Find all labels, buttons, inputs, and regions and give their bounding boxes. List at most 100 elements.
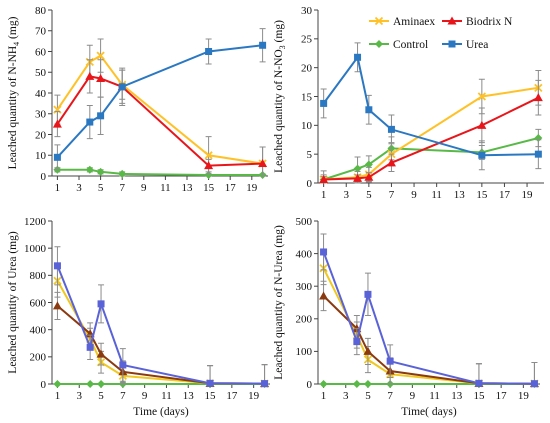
panel-bottom-right-control-point — [352, 380, 361, 388]
panel-top-right-x-tick-label: 7 — [389, 189, 395, 201]
panel-bottom-right-aminaex-series — [319, 251, 539, 388]
panel-top-left-urea-point — [97, 112, 105, 120]
legend-item-biodrix-n: Biodrix N — [442, 16, 513, 28]
panel-top-left-x-tick-label: 11 — [160, 182, 171, 194]
panel-bottom-right-urea-point — [475, 379, 483, 387]
legend-item-aminaex: Aminaex — [369, 16, 435, 28]
panel-top-right-x-tick-label: 9 — [411, 189, 417, 201]
panel-top-right-urea-point — [354, 53, 362, 61]
panel-bottom-left-x-tick-label: 19 — [248, 390, 260, 402]
panel-top-left-urea-point — [86, 118, 94, 126]
panel-bottom-right-urea-point — [320, 248, 328, 256]
panel-top-left-x-tick-label: 5 — [98, 182, 104, 194]
panel-bottom-left-x-tick-label: 1 — [55, 390, 61, 402]
legend-label: Biodrix N — [466, 16, 513, 28]
legend-swatch-marker — [448, 40, 456, 48]
panel-top-right-y-tick-label: 0 — [307, 178, 313, 190]
panel-bottom-right-control-point — [319, 380, 328, 388]
panel-bottom-left-x-tick-label: 17 — [226, 390, 238, 402]
panel-top-left-biodrix-n-line — [56, 75, 263, 167]
panel-bottom-right-urea-point — [353, 338, 361, 346]
panel-bottom-left-y-tick-label: 600 — [30, 297, 47, 309]
legend-swatch-marker — [374, 16, 384, 26]
panel-bottom-left-y-tick-label: 1000 — [24, 243, 47, 255]
panel-top-left-urea-point — [205, 48, 213, 55]
panel-top-right-aminaex-line — [323, 86, 539, 181]
panel-top-left-y-tick-label: 50 — [35, 67, 47, 79]
panel-bottom-left-control-point — [86, 380, 95, 388]
panel-bottom-left-x-tick-label: 3 — [77, 390, 83, 402]
legend-label: Urea — [466, 39, 488, 51]
panel-top-right-biodrix-n-point — [533, 93, 543, 102]
panel-bottom-left-y-tick-label: 0 — [41, 379, 47, 391]
panel-bottom-right-y-tick-label: 500 — [296, 216, 313, 228]
panel-top-right-urea-point — [387, 125, 395, 133]
panel-bottom-right-urea-point — [386, 357, 394, 365]
panel-top-right-x-tick-label: 19 — [522, 189, 534, 201]
panel-top-left-control-line — [57, 168, 263, 176]
panel-bottom-right-x-tick-label: 3 — [343, 390, 349, 402]
panel-top-left-biodrix-n-point — [96, 73, 106, 82]
panel-top-right-x-tick-label: 15 — [476, 189, 488, 201]
panel-top-left-x-tick-label: 1 — [55, 182, 61, 194]
panel-bottom-left-urea-point — [97, 300, 105, 308]
legend: Aminaex Biodrix N Control Urea — [369, 16, 513, 51]
panel-bottom-right-biodrix-n-point — [319, 291, 329, 300]
panel-bottom-right-y-axis-label: Leached quantity of N-Urea (mg) — [273, 225, 285, 380]
panel-bottom-left-x-tick-label: 11 — [161, 390, 172, 402]
legend-item-urea: Urea — [442, 39, 488, 51]
panel-top-right-y-tick-label: 25 — [301, 34, 313, 46]
panel-bottom-left-control-point — [97, 380, 106, 388]
panel-top-left-urea-series — [53, 28, 267, 171]
panel-top-left-control-point — [85, 165, 94, 174]
panel-bottom-left-urea-point — [53, 262, 61, 270]
panel-top-left-x-tick-label: 13 — [182, 182, 194, 194]
legend-label: Control — [393, 39, 428, 51]
panel-bottom-right-x-tick-label: 11 — [429, 390, 440, 402]
panel-bottom-left-y-tick-label: 200 — [30, 352, 47, 364]
panel-top-left-aminaex-line — [56, 54, 263, 165]
legend-item-control: Control — [369, 39, 428, 51]
panel-bottom-left-x-tick-label: 7 — [120, 390, 126, 402]
panel-top-right-y-tick-label: 10 — [301, 120, 313, 132]
panel-top-right-urea-point — [320, 99, 328, 107]
panel-top-right-biodrix-n-series — [319, 79, 543, 184]
panel-top-left-y-tick-label: 20 — [35, 129, 47, 141]
panel-top-left-control-series — [53, 165, 267, 179]
panel-bottom-left-x-tick-label: 5 — [98, 390, 104, 402]
panel-top-right-control-point — [353, 164, 362, 173]
panel-bottom-left-urea-series — [53, 246, 269, 388]
panel-top-left-aminaex-point — [96, 51, 105, 60]
panel-bottom-right-urea-series — [320, 233, 538, 388]
panel-top-right-y-axis-label: Leached quantity of N-NO3 (mg) — [273, 20, 287, 173]
panel-top-right-x-tick-label: 11 — [431, 189, 442, 201]
panel-top-right-x-tick-label: 13 — [454, 189, 466, 201]
panel-top-left-control-point — [204, 170, 213, 179]
panel-bottom-right-biodrix-n-point — [363, 346, 373, 355]
panel-top-right-x-tick-label: 1 — [321, 189, 327, 201]
panel-bottom-left-y-tick-label: 1200 — [24, 216, 47, 228]
panel-bottom-left-urea-point — [119, 361, 127, 369]
panel-top-left-urea-line — [56, 44, 263, 158]
panel-bottom-right-y-tick-label: 100 — [296, 346, 313, 358]
panel-top-left-x-tick-label: 17 — [225, 182, 237, 194]
panel-top-right-x-tick-label: 3 — [344, 189, 350, 201]
panel-top-left-y-tick-label: 40 — [35, 88, 47, 100]
panel-top-right-control-series — [319, 128, 543, 184]
panel-top-right-y-tick-label: 20 — [301, 62, 313, 74]
panel-bottom-left-biodrix-n-point — [96, 349, 106, 358]
panel-bottom-left-x-tick-label: 13 — [183, 390, 195, 402]
panel-top-left-biodrix-n-point — [85, 71, 95, 80]
panel-bottom-right-y-tick-label: 0 — [307, 379, 313, 391]
panel-bottom-left-control-point — [53, 380, 62, 388]
panel-bottom-right-x-axis-label: Time( days) — [401, 406, 457, 418]
legend-swatch-marker — [447, 16, 457, 25]
panel-bottom-right-y-tick-label: 400 — [296, 248, 313, 260]
panel-top-left-x-tick-label: 3 — [76, 182, 82, 194]
panel-top-left-y-tick-label: 10 — [35, 150, 47, 162]
